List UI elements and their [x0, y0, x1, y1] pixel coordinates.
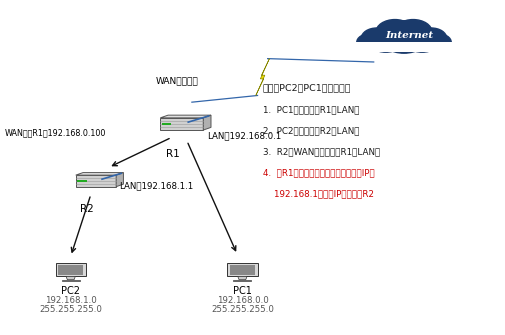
Text: 192.168.1网段的IP包转发到R2: 192.168.1网段的IP包转发到R2	[263, 189, 374, 198]
Text: 2.  PC2的网关指向R2的LAN口: 2. PC2的网关指向R2的LAN口	[263, 126, 359, 135]
Circle shape	[426, 34, 451, 51]
Polygon shape	[238, 276, 247, 280]
Circle shape	[394, 19, 432, 45]
Text: 3.  R2的WAN口网关指向R1的LAN口: 3. R2的WAN口网关指向R1的LAN口	[263, 147, 380, 156]
Text: R2: R2	[80, 204, 93, 214]
Text: 192.168.1.0: 192.168.1.0	[45, 296, 96, 306]
Text: 255.255.255.0: 255.255.255.0	[39, 305, 102, 314]
Polygon shape	[349, 42, 459, 52]
Polygon shape	[256, 59, 270, 95]
Circle shape	[376, 19, 414, 45]
Text: Internet: Internet	[385, 31, 433, 40]
Polygon shape	[230, 265, 255, 275]
Text: 192.168.0.0: 192.168.0.0	[217, 296, 268, 306]
Polygon shape	[62, 280, 80, 281]
Text: 要实现PC2和PC1的相互通讯: 要实现PC2和PC1的相互通讯	[263, 84, 351, 93]
Text: PC2: PC2	[61, 286, 80, 296]
Circle shape	[357, 34, 382, 51]
Text: LAN：192.168.0.1: LAN：192.168.0.1	[207, 131, 281, 140]
Text: WAN口接外网: WAN口接外网	[156, 76, 198, 85]
Polygon shape	[233, 280, 251, 281]
Text: 1.  PC1的网关指向R1的LAN口: 1. PC1的网关指向R1的LAN口	[263, 105, 359, 114]
Text: PC1: PC1	[233, 286, 252, 296]
Polygon shape	[77, 180, 87, 182]
Polygon shape	[58, 265, 83, 275]
Polygon shape	[76, 173, 123, 175]
Text: LAN：192.168.1.1: LAN：192.168.1.1	[119, 182, 193, 190]
Polygon shape	[66, 276, 75, 280]
Circle shape	[416, 28, 446, 48]
Polygon shape	[161, 115, 211, 118]
Text: WAN口接R1的192.168.0.100: WAN口接R1的192.168.0.100	[5, 128, 107, 137]
Polygon shape	[227, 263, 258, 276]
Circle shape	[380, 21, 428, 53]
Text: 4.  在R1上指定一条静态路由，使目的IP为: 4. 在R1上指定一条静态路由，使目的IP为	[263, 168, 374, 177]
Text: 255.255.255.0: 255.255.255.0	[211, 305, 274, 314]
Polygon shape	[56, 263, 86, 276]
Polygon shape	[203, 115, 211, 130]
Polygon shape	[161, 118, 203, 130]
Circle shape	[404, 28, 440, 52]
Circle shape	[368, 28, 404, 52]
Polygon shape	[162, 123, 172, 125]
Text: R1: R1	[166, 149, 179, 159]
Circle shape	[362, 28, 392, 48]
Polygon shape	[116, 173, 123, 187]
Polygon shape	[76, 175, 116, 187]
